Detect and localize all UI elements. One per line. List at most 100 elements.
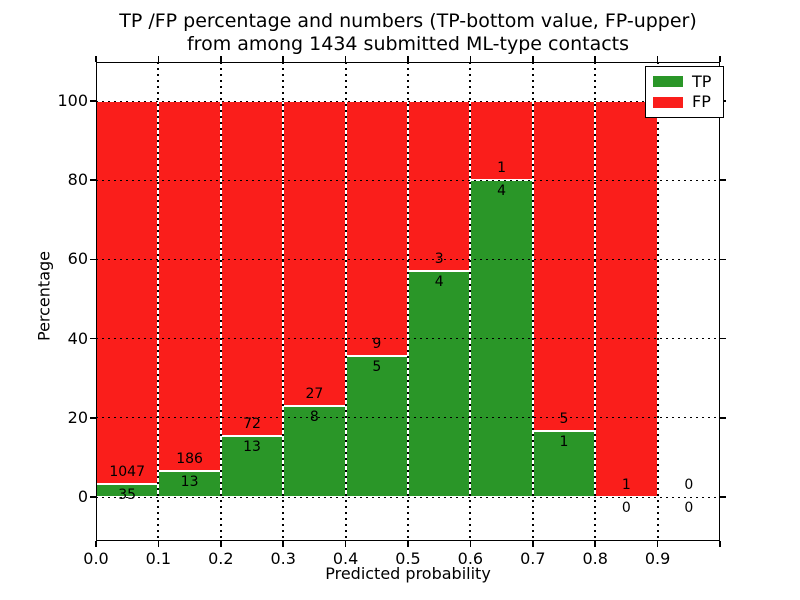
bar-segment-tp [96, 484, 159, 497]
x-axis-label: Predicted probability [325, 564, 491, 583]
x-tick-top [656, 56, 659, 62]
plot-area: TP FP 1047 35 186 13 72 13 27 8 9 5 3 4 1 4 5 1 1 0 0 0 [96, 62, 724, 541]
x-tick [594, 541, 596, 547]
tp-count-label: 8 [309, 409, 319, 426]
x-tick-top [407, 56, 409, 62]
x-tick [656, 541, 659, 547]
tp-count-label: 5 [372, 358, 382, 375]
x-tick-top [469, 56, 472, 62]
y-tick-label: 60 [67, 249, 88, 269]
tp-count-label: 13 [180, 474, 199, 491]
y-tick-label: 80 [67, 170, 88, 190]
bar-segment-tp [283, 406, 346, 497]
x-tick [469, 541, 472, 547]
bar-segment-tp [220, 436, 284, 497]
y-tick-right [720, 496, 726, 498]
x-tick [220, 541, 222, 547]
y-tick-right [720, 179, 726, 181]
x-tick-top [594, 56, 596, 62]
fp-count-label: 27 [305, 386, 324, 403]
horizontal-gridline [96, 338, 720, 340]
fp-count-label: 1 [497, 160, 507, 177]
y-tick [90, 337, 96, 340]
tp-count-label: 35 [118, 487, 137, 504]
vertical-gridline [656, 62, 659, 541]
fp-count-label: 3 [434, 250, 444, 267]
legend-item-fp: FP [653, 94, 723, 110]
x-tick-label: 0.5 [395, 549, 421, 568]
fp-count-label: 186 [176, 451, 203, 468]
x-tick-label: 0.0 [83, 549, 109, 568]
x-tick [282, 541, 284, 547]
vertical-gridline [282, 62, 285, 541]
x-tick-top [95, 56, 97, 62]
x-tick-label: 0.7 [520, 549, 546, 568]
bar-segment-tp [158, 471, 221, 497]
x-tick-top [220, 56, 222, 62]
x-tick-label: 0.8 [582, 549, 608, 568]
x-tick-top [532, 56, 534, 62]
vertical-gridline [344, 62, 347, 541]
x-tick [719, 541, 721, 547]
tp-count-label: 0 [621, 500, 631, 516]
y-tick-label: 0 [77, 487, 88, 506]
y-tick-right [720, 258, 726, 261]
vertical-gridline [531, 62, 534, 541]
y-tick [90, 100, 96, 102]
bar-segment-tp [345, 355, 408, 497]
horizontal-gridline [96, 258, 720, 260]
fp-legend-label: FP [692, 92, 711, 112]
x-tick-label: 0.3 [270, 549, 296, 568]
tp-count-label: 4 [434, 273, 444, 290]
horizontal-gridline [96, 496, 720, 498]
horizontal-gridline [96, 179, 720, 181]
y-tick [90, 179, 96, 181]
fp-count-label: 1047 [109, 464, 146, 481]
bar-segment-fp [345, 101, 408, 356]
bar-segment-fp [96, 101, 159, 485]
x-tick [95, 541, 97, 547]
y-tick-label: 20 [67, 407, 88, 427]
bar-segment-fp [220, 101, 284, 437]
y-tick-label: 40 [67, 328, 88, 348]
tp-count-label: 0 [684, 500, 694, 516]
tp-count-label: 13 [243, 439, 261, 456]
legend: TP FP [645, 66, 724, 118]
x-tick-label: 0.4 [332, 549, 359, 568]
y-tick-right [720, 337, 726, 340]
tp-count-label: 4 [497, 183, 507, 200]
tp-count-label: 1 [559, 434, 569, 450]
x-tick-label: 0.1 [145, 549, 172, 568]
bar-segment-fp [470, 101, 533, 181]
vertical-gridline [469, 62, 472, 541]
x-tick [532, 541, 534, 547]
fp-count-label: 5 [559, 411, 569, 427]
x-tick-label: 0.2 [208, 549, 234, 568]
x-tick [344, 541, 347, 547]
x-tick-top [344, 56, 347, 62]
vertical-gridline [407, 62, 409, 541]
y-tick-right [720, 417, 726, 419]
bar-segment-fp [408, 101, 471, 271]
horizontal-gridline [96, 100, 720, 102]
y-tick-label: 100 [57, 91, 88, 110]
y-tick [90, 258, 96, 261]
fp-count-label: 0 [684, 477, 694, 493]
fp-count-label: 1 [621, 477, 631, 493]
chart-title: TP /FP percentage and numbers (TP-bottom… [96, 10, 720, 56]
fp-count-label: 9 [372, 335, 382, 352]
fp-count-label: 72 [243, 416, 261, 433]
x-tick-top [282, 56, 284, 62]
tp-legend-label: TP [692, 71, 712, 91]
fp-legend-swatch [653, 96, 683, 108]
legend-item-tp: TP [653, 71, 723, 91]
x-tick-label: 0.9 [644, 549, 671, 568]
x-tick-top [719, 56, 721, 62]
vertical-gridline [157, 62, 160, 541]
bar-segment-fp [595, 101, 658, 497]
bar-segment-tp [408, 270, 471, 497]
chart-title-line1: TP /FP percentage and numbers (TP-bottom… [119, 10, 697, 32]
x-tick [157, 541, 160, 547]
horizontal-gridline [96, 417, 720, 419]
vertical-gridline [594, 62, 597, 541]
